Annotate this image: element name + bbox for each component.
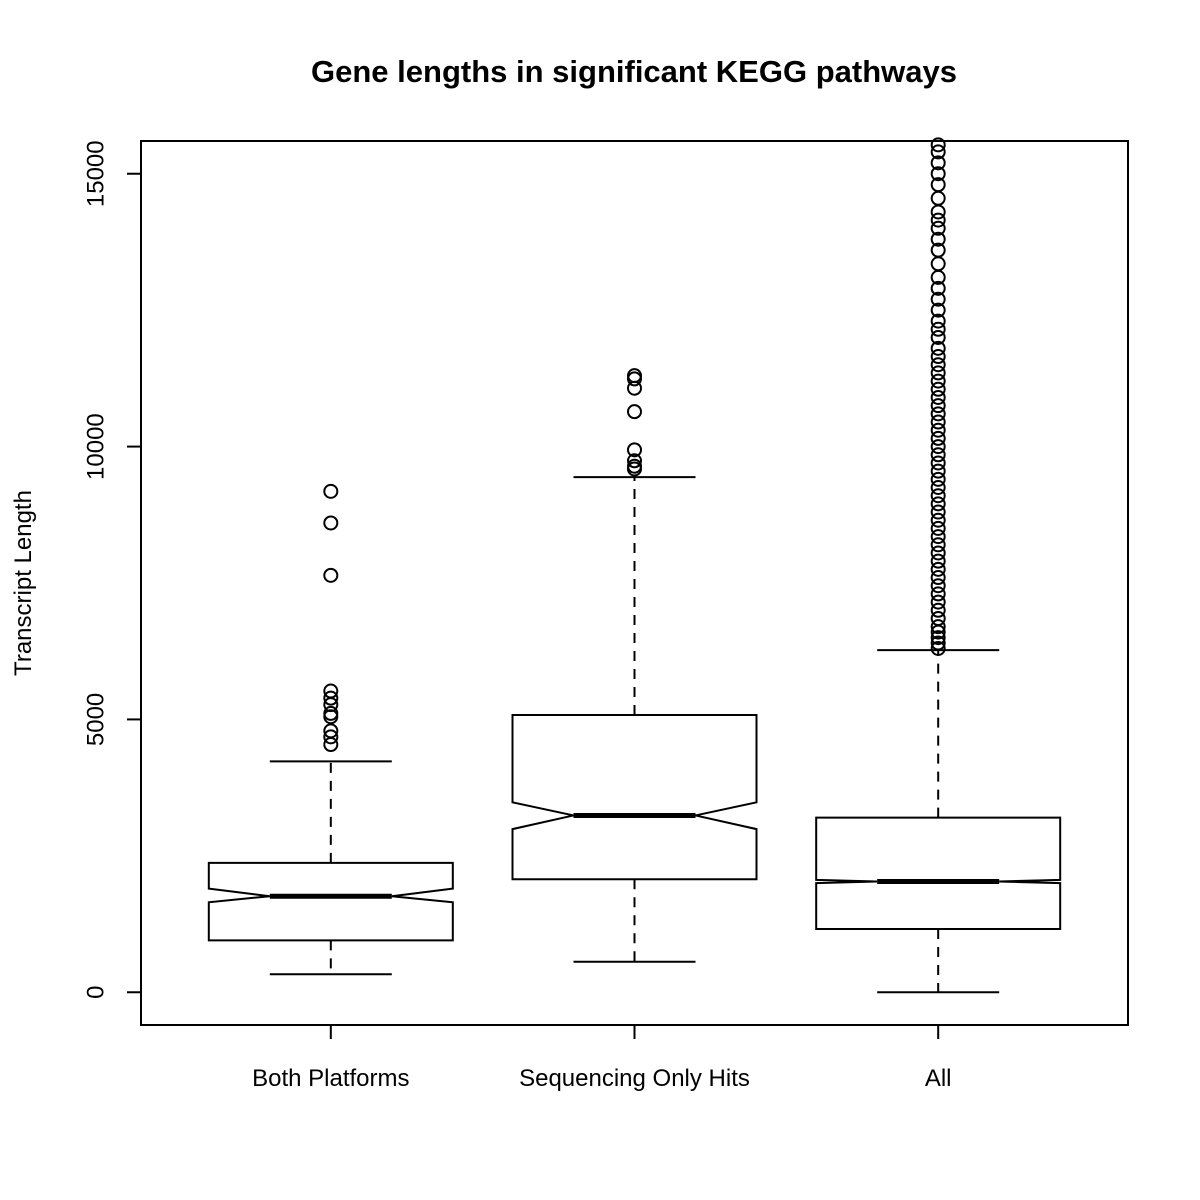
outlier-point: [930, 529, 946, 545]
outlier-point: [323, 723, 339, 739]
outlier-point: [930, 537, 946, 553]
outlier-point: [930, 349, 946, 365]
outlier-point: [930, 520, 946, 536]
outlier-point: [930, 321, 946, 337]
outlier-point: [930, 313, 946, 329]
y-axis: 0 5000 10000 15000: [82, 140, 141, 999]
outlier-point: [323, 683, 339, 699]
outlier-point: [930, 570, 946, 586]
outlier-point: [930, 447, 946, 463]
outlier-point: [930, 155, 946, 171]
box-body: [207, 861, 454, 942]
box-1: [511, 368, 758, 963]
y-tick-label: 10000: [82, 413, 109, 480]
outlier-point: [930, 381, 946, 397]
outlier-point: [627, 368, 642, 384]
outlier-point: [930, 480, 946, 496]
outlier-point: [930, 302, 946, 318]
outlier-point: [930, 488, 946, 504]
outlier-point: [930, 635, 946, 651]
outlier-point: [930, 430, 946, 446]
outlier-point: [627, 458, 642, 474]
outlier-point: [930, 545, 946, 561]
outlier-point: [627, 404, 642, 420]
outlier-point: [930, 504, 946, 520]
outlier-point: [627, 453, 642, 469]
outlier-point: [930, 242, 946, 258]
outlier-point: [930, 553, 946, 569]
chart-title: Gene lengths in significant KEGG pathway…: [311, 54, 957, 89]
outlier-point: [930, 439, 946, 455]
outlier-point: [323, 690, 339, 706]
outlier-point: [323, 515, 339, 531]
outlier-point: [627, 442, 642, 458]
outlier-point: [930, 291, 946, 307]
x-tick-label: All: [925, 1065, 952, 1092]
y-axis-label: Transcript Length: [10, 490, 37, 676]
outlier-point: [930, 329, 946, 345]
outlier-point: [930, 220, 946, 236]
outlier-point: [930, 630, 946, 646]
outlier-point: [930, 422, 946, 438]
outlier-point: [930, 610, 946, 626]
outlier-point: [930, 578, 946, 594]
outlier-point: [930, 280, 946, 296]
outlier-point: [323, 483, 339, 499]
outlier-point: [930, 463, 946, 479]
outlier-point: [323, 729, 339, 745]
y-tick-label: 0: [82, 986, 109, 999]
outlier-point: [323, 705, 339, 721]
outlier-point: [930, 357, 946, 373]
outlier-point: [930, 594, 946, 610]
outlier-point: [930, 144, 946, 160]
outlier-point: [930, 389, 946, 405]
outlier-point: [930, 166, 946, 182]
outlier-point: [930, 340, 946, 356]
outlier-point: [930, 177, 946, 193]
outlier-point: [930, 586, 946, 602]
y-tick-label: 5000: [82, 693, 109, 746]
outlier-point: [930, 406, 946, 422]
outlier-point: [930, 398, 946, 414]
x-axis: Both Platforms Sequencing Only Hits All: [252, 1025, 952, 1092]
boxes-group: [207, 137, 1062, 994]
x-tick-label: Both Platforms: [252, 1065, 409, 1092]
outlier-point: [930, 640, 946, 656]
outlier-point: [930, 414, 946, 430]
outlier-point: [930, 137, 946, 153]
box-body: [511, 714, 758, 881]
outlier-point: [930, 455, 946, 471]
outlier-point: [930, 619, 946, 635]
outlier-point: [930, 561, 946, 577]
box-0: [207, 483, 454, 976]
outlier-point: [323, 567, 339, 583]
outlier-point: [930, 365, 946, 381]
y-tick-label: 15000: [82, 140, 109, 207]
outlier-point: [930, 231, 946, 247]
outlier-point: [930, 212, 946, 228]
outlier-point: [930, 471, 946, 487]
box-body: [815, 816, 1062, 930]
x-tick-label: Sequencing Only Hits: [519, 1065, 750, 1092]
box-2: [815, 137, 1062, 994]
outlier-point: [930, 496, 946, 512]
outlier-point: [930, 512, 946, 528]
outlier-point: [930, 602, 946, 618]
outlier-point: [930, 373, 946, 389]
